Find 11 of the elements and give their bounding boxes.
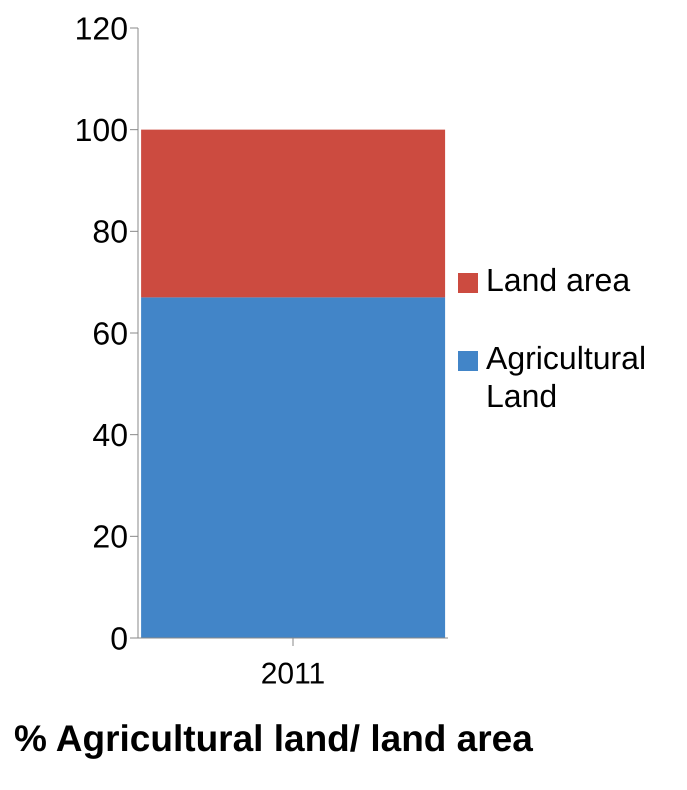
x-tick-label: 2011 — [260, 657, 326, 690]
legend-label: Agricultural Land — [486, 339, 648, 415]
y-tick-label: 120 — [74, 10, 128, 46]
y-tick-label: 0 — [110, 620, 128, 656]
y-tick-label: 100 — [74, 112, 128, 148]
y-tick-label: 20 — [92, 518, 128, 555]
text: % Agricultural land/ land area — [13, 718, 534, 760]
y-tick-label: 40 — [92, 417, 128, 454]
y-tick-label: 60 — [92, 315, 128, 352]
legend-label: Land area — [486, 261, 630, 299]
y-tick-label: 80 — [92, 214, 128, 250]
